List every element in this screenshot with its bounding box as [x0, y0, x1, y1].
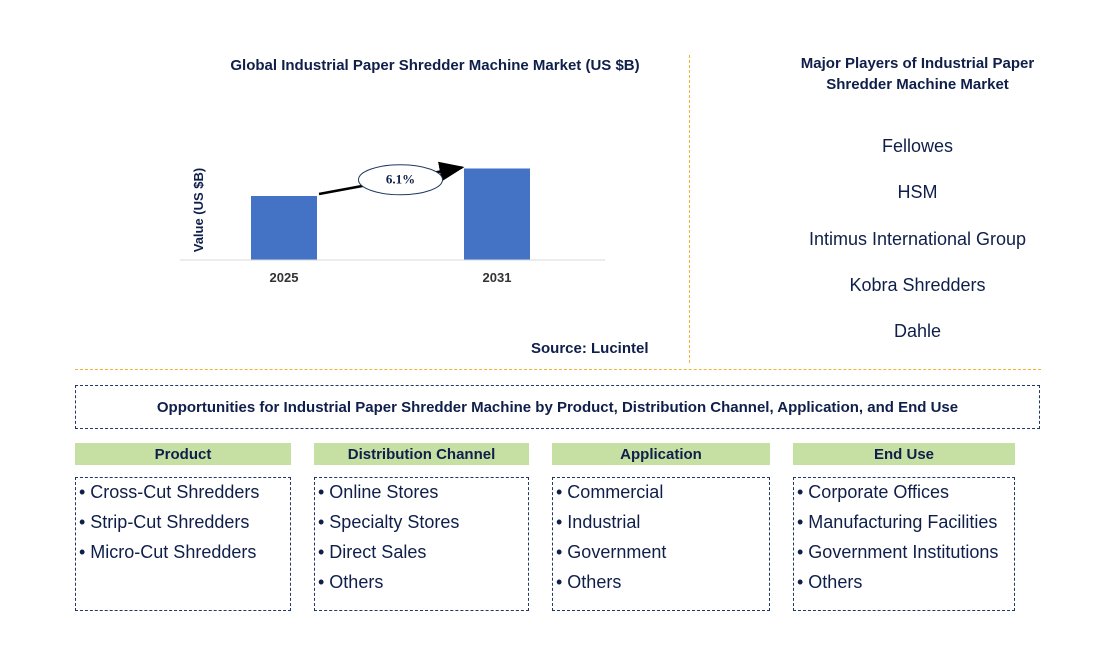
segment-item: • Commercial: [556, 482, 664, 502]
segment-application: Application • Commercial • Industrial • …: [552, 443, 770, 611]
segment-item: • Government Institutions: [797, 542, 999, 562]
player-name: Dahle: [893, 321, 942, 341]
x-tick-label: 2031: [483, 270, 512, 285]
segment-header: Product: [75, 443, 291, 465]
segment-item: • Direct Sales: [318, 542, 427, 562]
player-name: HSM: [897, 182, 938, 202]
player-name: Kobra Shredders: [849, 275, 986, 295]
segment-item: • Specialty Stores: [318, 512, 460, 532]
segment-end-use: End Use • Corporate Offices • Manufactur…: [793, 443, 1015, 611]
segment-item: • Online Stores: [318, 482, 439, 502]
source-label: Source: Lucintel: [531, 340, 649, 357]
segment-product: Product • Cross-Cut Shredders • Strip-Cu…: [75, 443, 291, 611]
chart-title: Global Industrial Paper Shredder Machine…: [230, 57, 640, 74]
segment-header: Application: [552, 443, 770, 465]
segment-list: • Corporate Offices • Manufacturing Faci…: [793, 477, 1015, 611]
opportunities-title: Opportunities for Industrial Paper Shred…: [156, 398, 959, 416]
player-name: Fellowes: [881, 136, 954, 156]
opportunities-banner: Opportunities for Industrial Paper Shred…: [75, 385, 1040, 429]
segment-list: • Commercial • Industrial • Government •…: [552, 477, 770, 611]
bar-chart: Value (US $B) 2025 2031 6.1%: [180, 161, 605, 285]
segment-header: Distribution Channel: [314, 443, 529, 465]
x-tick-label: 2025: [270, 270, 299, 285]
segment-item: • Corporate Offices: [797, 482, 950, 502]
player-name: Intimus International Group: [808, 229, 1027, 249]
players-title: Major Players of Industrial Paper Shredd…: [800, 55, 1035, 93]
segment-distribution-channel: Distribution Channel • Online Stores • S…: [314, 443, 529, 611]
segment-item: • Strip-Cut Shredders: [79, 512, 250, 532]
segment-list: • Online Stores • Specialty Stores • Dir…: [314, 477, 529, 611]
segment-header: End Use: [793, 443, 1015, 465]
y-axis-label: Value (US $B): [191, 168, 206, 253]
segment-item: • Others: [556, 572, 622, 592]
segment-item: • Others: [797, 572, 863, 592]
bar-2025: [251, 196, 317, 260]
segment-item: • Government: [556, 542, 667, 562]
segment-item: • Micro-Cut Shredders: [79, 542, 257, 562]
cagr-label: 6.1%: [386, 172, 415, 187]
segment-item: • Manufacturing Facilities: [797, 512, 998, 532]
cagr-bubble: [358, 164, 443, 196]
vertical-divider: [689, 55, 690, 363]
segment-list: • Cross-Cut Shredders • Strip-Cut Shredd…: [75, 477, 291, 611]
segment-item: • Cross-Cut Shredders: [79, 482, 260, 502]
horizontal-divider: [75, 369, 1041, 370]
bar-2031: [464, 168, 530, 260]
segment-item: • Industrial: [556, 512, 641, 532]
segment-item: • Others: [318, 572, 384, 592]
